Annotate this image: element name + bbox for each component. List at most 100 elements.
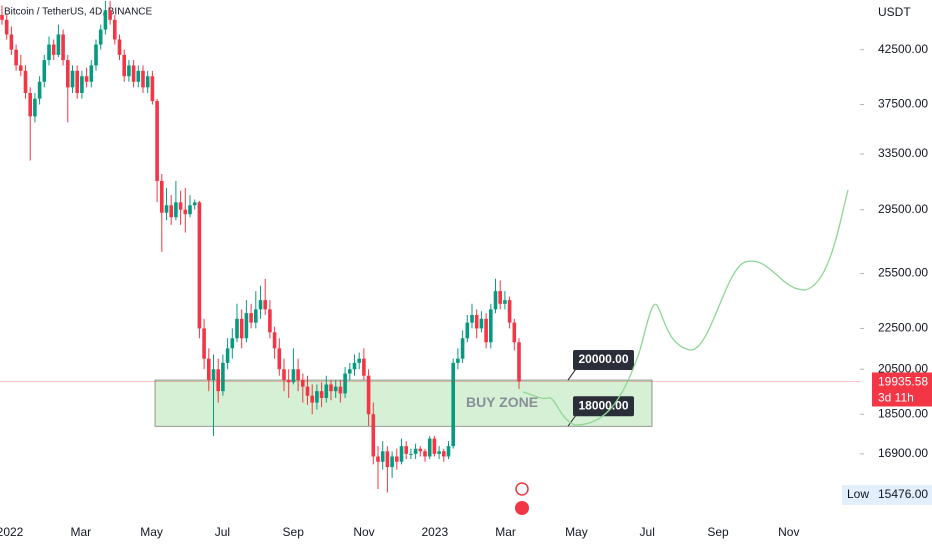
candle-body xyxy=(66,60,70,88)
candle-body xyxy=(460,338,465,359)
candle-body xyxy=(437,451,441,454)
candle-body xyxy=(216,369,220,392)
candle-body xyxy=(230,338,235,349)
x-tick-label: Nov xyxy=(353,525,374,539)
candle-body xyxy=(263,300,267,310)
x-tick-label: Mar xyxy=(70,525,91,539)
candle-body xyxy=(56,34,61,55)
projection-path xyxy=(522,189,849,426)
candle-body xyxy=(507,300,512,323)
candle-body xyxy=(155,101,159,181)
y-tick-label: 37500.00 xyxy=(878,97,928,111)
candle-body xyxy=(442,451,446,457)
candle-body xyxy=(164,205,169,213)
y-tick-label: 25500.00 xyxy=(878,266,928,280)
x-tick-label: Jul xyxy=(215,525,230,539)
candle-body xyxy=(28,92,32,117)
candle-body xyxy=(37,81,42,99)
candle-body xyxy=(94,44,98,66)
candle-body xyxy=(75,70,79,93)
candle-body xyxy=(423,451,427,457)
candle-body xyxy=(380,451,385,462)
candle-body xyxy=(103,10,108,30)
candle-body xyxy=(113,19,117,40)
candle-body xyxy=(9,34,14,50)
candle-body xyxy=(338,386,343,394)
callout-box xyxy=(573,350,634,371)
candle-body xyxy=(127,65,131,77)
candle-body xyxy=(427,438,432,457)
low-box xyxy=(842,485,932,505)
candle-body xyxy=(371,414,376,457)
candle-body xyxy=(385,451,390,468)
low-value: 15476.00 xyxy=(878,487,928,501)
low-label: Low xyxy=(847,487,869,501)
candle-body xyxy=(395,456,399,462)
candle-body xyxy=(221,362,225,392)
candle-body xyxy=(33,98,37,117)
candle-body xyxy=(202,328,206,359)
symbol-title: Bitcoin / TetherUS, 4D, BINANCE xyxy=(4,7,153,18)
candle-body xyxy=(225,348,230,363)
candle-body xyxy=(235,318,239,339)
candle-body xyxy=(122,54,126,77)
candle-body xyxy=(23,70,28,93)
candle-body xyxy=(131,65,136,82)
price-label: 19935.58 xyxy=(878,375,928,389)
candle-body xyxy=(98,29,103,45)
candle-body xyxy=(315,391,319,403)
candle-body xyxy=(418,448,423,452)
candle-body xyxy=(465,322,470,339)
candle-body xyxy=(244,313,249,339)
candle-body xyxy=(160,180,164,213)
candle-body xyxy=(348,369,352,374)
x-tick-label: Sep xyxy=(707,525,729,539)
candle-body xyxy=(286,380,291,383)
candle-body xyxy=(117,39,122,55)
candle-body xyxy=(61,34,65,61)
candle-body xyxy=(301,380,305,387)
candle-body xyxy=(324,384,329,398)
x-tick-label: Jul xyxy=(640,525,655,539)
candle-body xyxy=(145,76,150,88)
y-tick-label: 20500.00 xyxy=(878,361,928,375)
x-tick-label: Mar xyxy=(495,525,516,539)
y-tick-label: 16900.00 xyxy=(878,446,928,460)
candle-body xyxy=(207,358,211,381)
countdown-label: 3d 11h xyxy=(878,391,914,405)
candle-body xyxy=(282,369,286,381)
y-tick-label: 22500.00 xyxy=(878,321,928,335)
candle-body xyxy=(512,322,517,343)
candle-body xyxy=(399,446,404,462)
currency: USDT xyxy=(878,5,911,19)
candle-body xyxy=(291,369,296,383)
candle-body xyxy=(150,76,155,102)
flag-icon xyxy=(515,501,529,515)
x-tick-label: Nov xyxy=(778,525,799,539)
callout-box xyxy=(573,396,634,417)
candle-body xyxy=(484,318,488,343)
candle-body xyxy=(188,205,192,215)
x-tick-label: 2023 xyxy=(421,525,448,539)
candle-body xyxy=(305,386,310,396)
candle-body xyxy=(70,70,75,88)
candle-body xyxy=(329,384,333,392)
candle-body xyxy=(272,332,277,349)
x-tick-label: Sep xyxy=(283,525,305,539)
candle-body xyxy=(498,291,502,304)
candle-body xyxy=(489,309,493,343)
candle-body xyxy=(404,446,408,454)
candle-body xyxy=(249,313,253,323)
candle-body xyxy=(211,369,216,381)
candle-body xyxy=(343,373,347,394)
candle-body xyxy=(14,49,18,66)
candle-body xyxy=(47,44,51,61)
candle-body xyxy=(51,44,56,55)
candle-body xyxy=(169,205,173,218)
callout-label: 18000.00 xyxy=(578,398,628,412)
candle-body xyxy=(42,60,47,82)
candle-body xyxy=(192,202,197,206)
candle-body xyxy=(446,446,451,457)
candle-body xyxy=(19,65,23,71)
